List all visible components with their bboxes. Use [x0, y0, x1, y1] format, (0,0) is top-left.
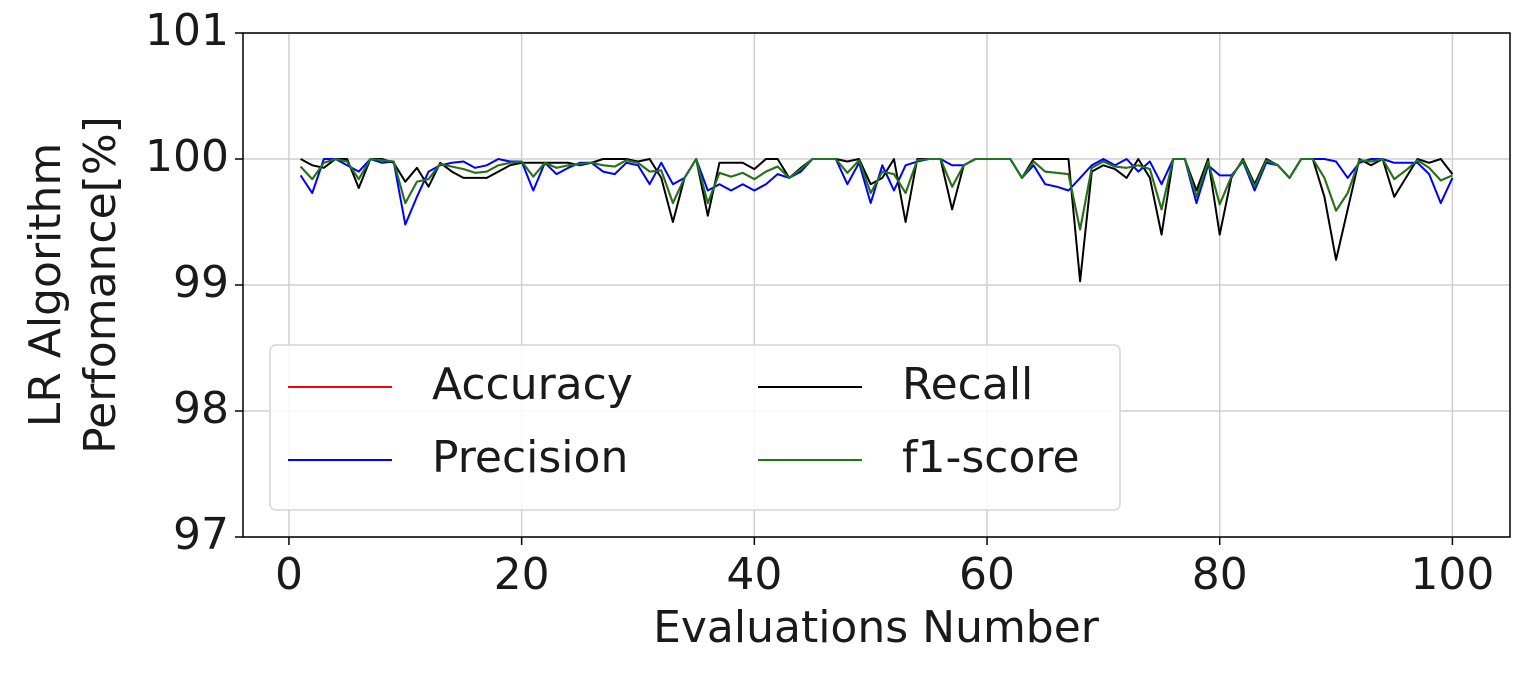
plot-frame: [242, 32, 1511, 538]
series-line: [299, 158, 1453, 231]
legend-box: [269, 344, 1121, 511]
legend-label: Accuracy: [432, 359, 633, 410]
series-line: [300, 158, 1454, 283]
series-line: [299, 158, 1453, 231]
x-axis-label: Evaluations Number: [653, 602, 1100, 653]
x-tick-label: 100: [1410, 549, 1494, 600]
y-tick-label: 98: [173, 383, 229, 434]
x-tick-label: 40: [726, 549, 782, 600]
x-tick-label: 0: [275, 549, 303, 600]
x-tick-label: 60: [959, 549, 1015, 600]
legend-label: Recall: [902, 359, 1033, 410]
y-tick-label: 100: [145, 131, 229, 182]
y-tick-label: 99: [173, 257, 229, 308]
series-line: [299, 158, 1454, 226]
y-axis-label: Perfomance[%]: [75, 116, 126, 454]
x-tick-label: 80: [1192, 549, 1248, 600]
x-tick-label: 20: [494, 549, 550, 600]
legend-label: Precision: [432, 432, 628, 483]
y-tick-label: 101: [145, 5, 229, 56]
legend-label: f1-score: [902, 432, 1080, 483]
y-tick-label: 97: [173, 509, 229, 560]
y-axis-label: LR Algorithm: [20, 143, 71, 428]
